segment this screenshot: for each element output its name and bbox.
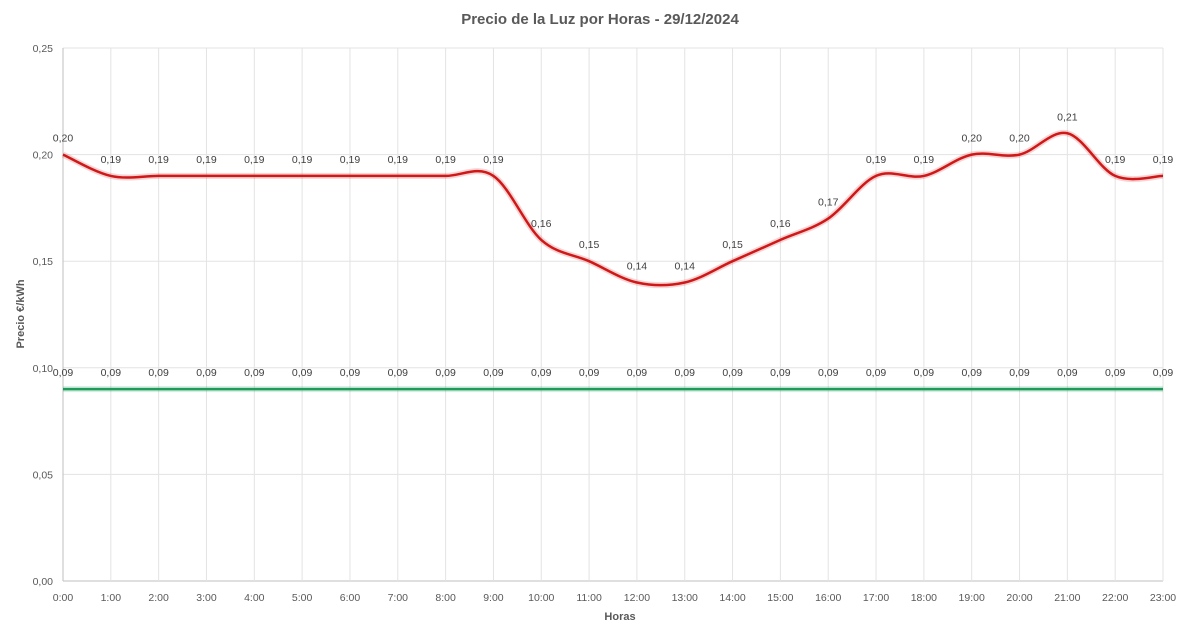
data-label: 0,20 (53, 133, 74, 145)
x-tick-label: 17:00 (863, 592, 889, 604)
data-label: 0,09 (1009, 367, 1030, 379)
series-line (62, 131, 1164, 287)
data-label: 0,09 (292, 367, 313, 379)
data-label: 0,15 (579, 239, 600, 251)
x-tick-label: 18:00 (911, 592, 937, 604)
data-label: 0,16 (770, 218, 791, 230)
data-label: 0,19 (1153, 154, 1174, 166)
x-tick-label: 5:00 (292, 592, 313, 604)
data-label: 0,19 (388, 154, 409, 166)
x-tick-label: 22:00 (1102, 592, 1128, 604)
data-label: 0,09 (196, 367, 217, 379)
data-label: 0,19 (244, 154, 265, 166)
data-label: 0,09 (961, 367, 982, 379)
data-label: 0,09 (579, 367, 600, 379)
x-tick-label: 10:00 (528, 592, 554, 604)
y-axis-title: Precio €/kWh (15, 279, 27, 348)
gridlines (62, 47, 1164, 582)
data-label: 0,19 (866, 154, 887, 166)
x-tick-label: 2:00 (148, 592, 169, 604)
data-label: 0,09 (1105, 367, 1126, 379)
data-label: 0,19 (1105, 154, 1126, 166)
data-label: 0,19 (148, 154, 169, 166)
data-label: 0,20 (1009, 133, 1030, 145)
data-label: 0,09 (722, 367, 743, 379)
x-tick-label: 23:00 (1150, 592, 1176, 604)
data-label: 0,15 (722, 239, 743, 251)
data-label: 0,20 (961, 133, 982, 145)
data-label: 0,09 (388, 367, 409, 379)
x-tick-label: 16:00 (815, 592, 841, 604)
data-label: 0,09 (818, 367, 839, 379)
data-label: 0,09 (483, 367, 504, 379)
x-tick-label: 13:00 (672, 592, 698, 604)
data-label: 0,21 (1057, 111, 1078, 123)
y-tick-label: 0,20 (33, 150, 54, 162)
data-label: 0,17 (818, 197, 839, 209)
x-tick-label: 6:00 (340, 592, 361, 604)
data-label: 0,09 (1153, 367, 1174, 379)
x-tick-label: 1:00 (101, 592, 122, 604)
x-tick-label: 15:00 (767, 592, 793, 604)
y-axis-ticks: 0,00 0,05 0,10 0,15 0,20 0,25 (33, 43, 54, 588)
x-tick-label: 4:00 (244, 592, 265, 604)
data-label: 0,19 (340, 154, 361, 166)
data-label: 0,09 (770, 367, 791, 379)
x-tick-label: 7:00 (388, 592, 409, 604)
data-label: 0,09 (53, 367, 74, 379)
x-tick-label: 3:00 (196, 592, 217, 604)
data-label: 0,09 (866, 367, 887, 379)
y-tick-label: 0,05 (33, 469, 54, 481)
y-tick-label: 0,10 (33, 363, 54, 375)
y-tick-label: 0,25 (33, 43, 54, 55)
data-label: 0,19 (292, 154, 313, 166)
data-label: 0,09 (531, 367, 552, 379)
x-tick-label: 12:00 (624, 592, 650, 604)
x-tick-label: 9:00 (483, 592, 504, 604)
data-label: 0,09 (627, 367, 648, 379)
data-labels: 0,20 0,19 0,19 0,19 0,19 0,19 0,19 0,19 0,19 0,19… (53, 111, 1174, 379)
chart-title: Precio de la Luz por Horas - 29/12/2024 (461, 11, 739, 28)
data-label: 0,19 (196, 154, 217, 166)
data-label: 0,09 (148, 367, 169, 379)
data-label: 0,19 (914, 154, 935, 166)
x-tick-label: 0:00 (53, 592, 74, 604)
y-tick-label: 0,15 (33, 256, 54, 268)
data-label: 0,16 (531, 218, 552, 230)
series-lines (61, 130, 1164, 393)
data-label: 0,14 (675, 261, 696, 273)
data-label: 0,09 (340, 367, 361, 379)
x-tick-label: 20:00 (1006, 592, 1032, 604)
data-label: 0,09 (1057, 367, 1078, 379)
x-tick-label: 19:00 (959, 592, 985, 604)
data-label: 0,19 (435, 154, 456, 166)
x-tick-label: 14:00 (719, 592, 745, 604)
data-label: 0,19 (483, 154, 504, 166)
data-label: 0,19 (101, 154, 122, 166)
x-axis-ticks: 0:00 1:00 2:00 3:00 4:00 5:00 6:00 7:00 8:00 9:00… (53, 592, 1177, 604)
x-axis-title: Horas (604, 611, 635, 623)
x-tick-label: 21:00 (1054, 592, 1080, 604)
data-label: 0,09 (244, 367, 265, 379)
data-label: 0,09 (101, 367, 122, 379)
x-tick-label: 11:00 (576, 592, 602, 604)
data-label: 0,09 (675, 367, 696, 379)
x-tick-label: 8:00 (435, 592, 456, 604)
y-tick-label: 0,00 (33, 576, 54, 588)
data-label: 0,09 (435, 367, 456, 379)
data-label: 0,09 (914, 367, 935, 379)
data-label: 0,14 (627, 261, 648, 273)
